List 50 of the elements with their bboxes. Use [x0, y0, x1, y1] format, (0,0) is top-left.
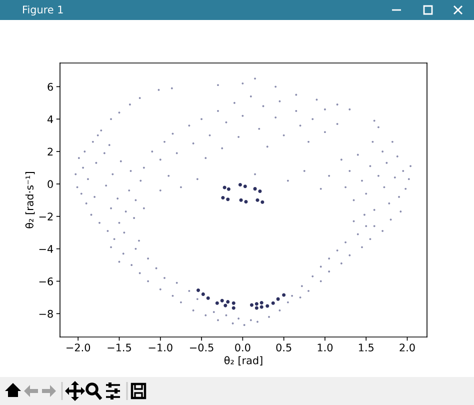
point	[232, 301, 236, 305]
x-axis-title: θ₂ [rad]	[224, 356, 262, 366]
point	[244, 200, 248, 204]
point	[243, 184, 247, 188]
point	[260, 200, 264, 204]
point	[206, 296, 210, 300]
x-tick-label: 1.5	[358, 344, 374, 352]
y-tick-label: −8	[39, 310, 53, 318]
point	[226, 187, 230, 191]
y-tick-label: 4	[47, 115, 54, 124]
point	[260, 301, 264, 305]
point	[226, 198, 230, 202]
point	[282, 293, 286, 297]
point	[224, 304, 228, 308]
y-tick-label: 0	[48, 180, 53, 188]
x-tick-label: −0.5	[190, 344, 214, 352]
caption: Figure 1	[23, 5, 63, 16]
point	[232, 306, 236, 310]
x-tick-label: −2.0	[66, 344, 90, 352]
y-tick-label: 6	[48, 82, 53, 91]
point	[260, 305, 264, 309]
x-tick-label: 0.0	[235, 344, 250, 352]
point	[250, 303, 254, 307]
point	[221, 196, 225, 200]
point	[266, 304, 270, 308]
point	[254, 306, 258, 310]
point	[254, 302, 258, 306]
point	[238, 182, 242, 187]
point	[271, 301, 275, 305]
point	[256, 198, 260, 202]
x-tick-label: −1.0	[148, 344, 172, 352]
point	[222, 186, 226, 190]
point	[258, 189, 262, 194]
point	[220, 298, 224, 302]
point	[239, 198, 243, 202]
point	[253, 187, 257, 191]
point	[276, 297, 280, 301]
x-tick-label: −1.5	[108, 344, 131, 352]
x-tick-label: 0.5	[276, 344, 292, 352]
y-axis-title: θ̇₂ [rad·s⁻¹]	[25, 172, 35, 228]
point	[201, 292, 205, 296]
x-tick-label: 2.0	[400, 344, 415, 352]
y-tick-label: 2	[48, 148, 53, 156]
y-tick-label: −2	[39, 212, 53, 220]
x-tick-label: 1.0	[318, 344, 333, 352]
point	[215, 301, 219, 305]
point	[196, 288, 200, 292]
y-tick-label: −4	[39, 245, 54, 253]
y-tick-label: −6	[39, 277, 53, 286]
point	[226, 300, 230, 304]
